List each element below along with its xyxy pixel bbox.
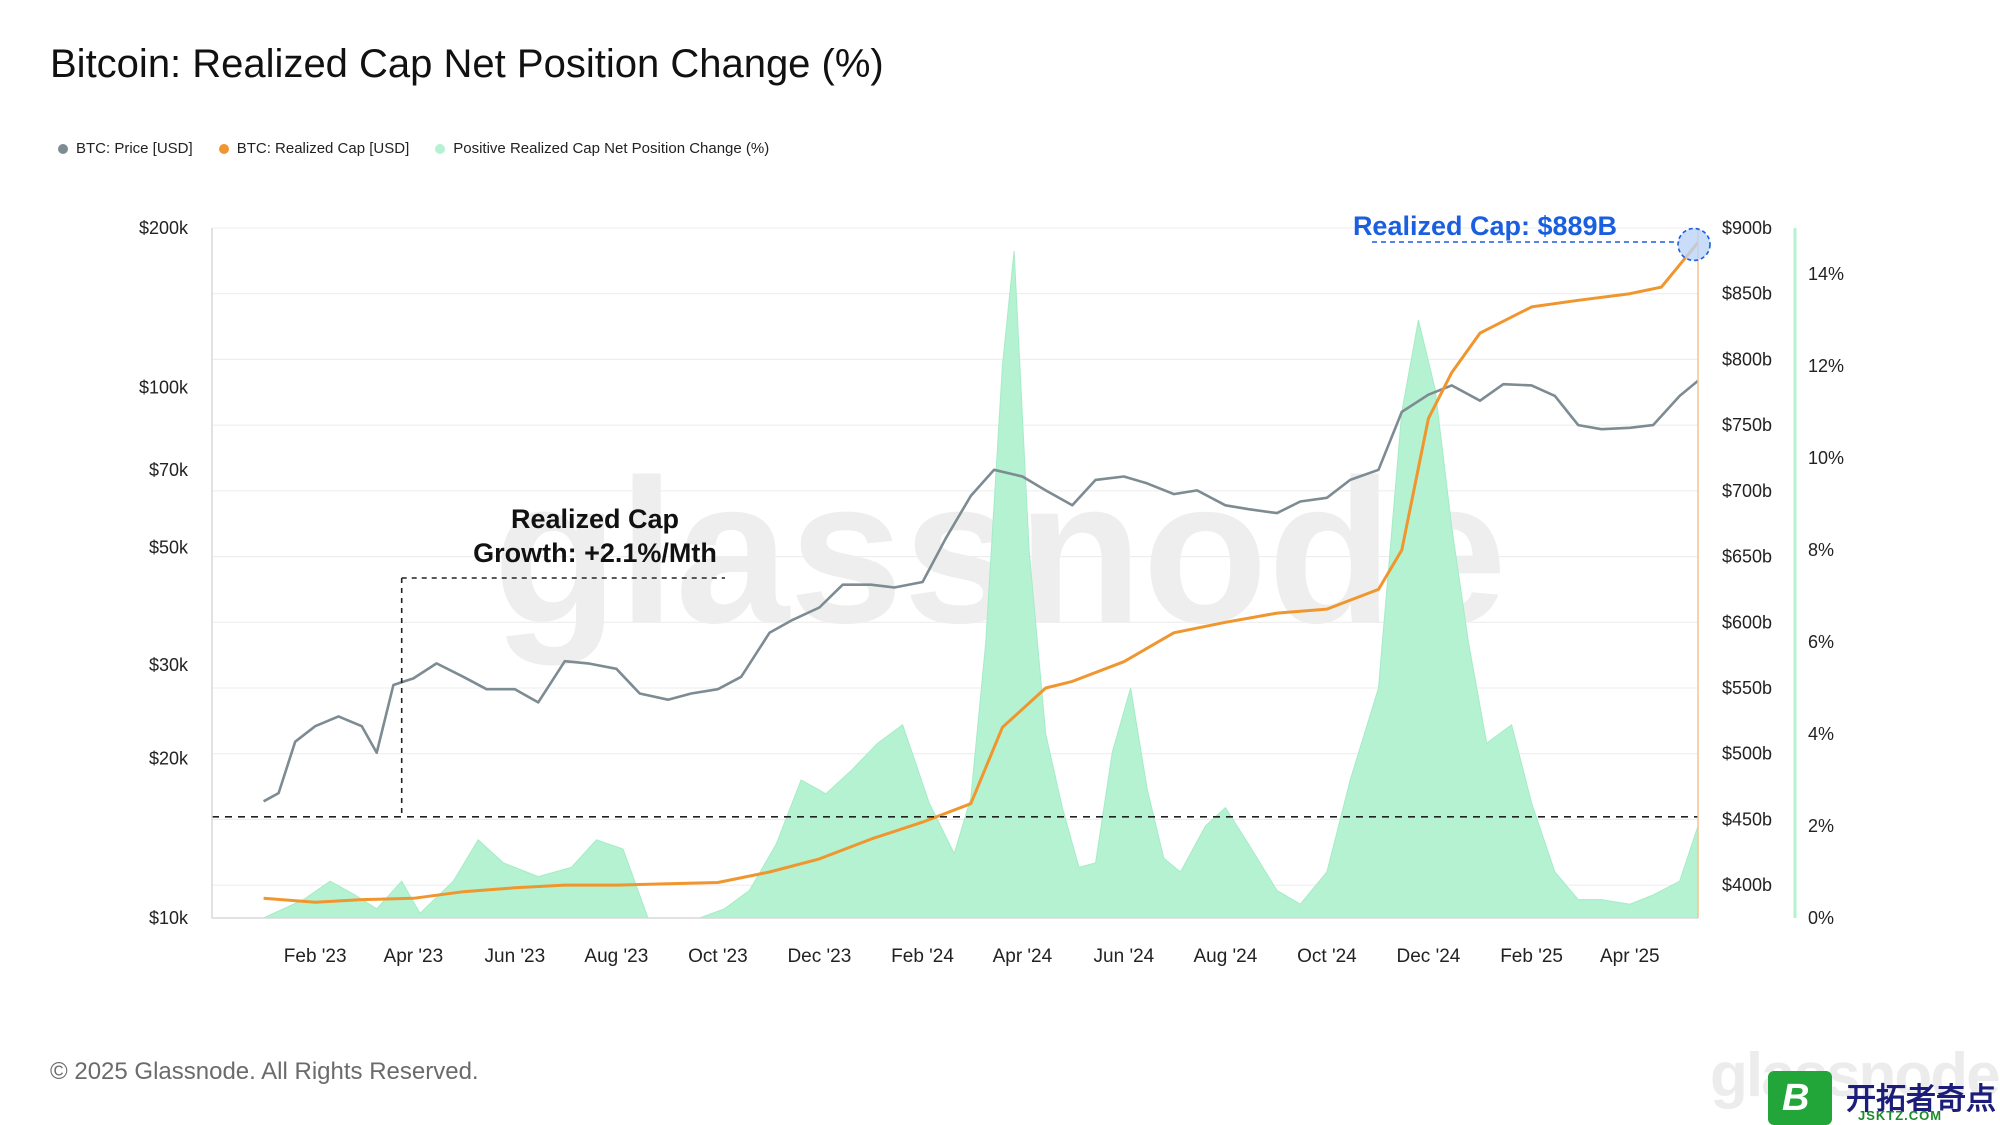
x-tick-label: Dec '23 bbox=[787, 946, 851, 967]
realized-cap-highlight-circle bbox=[1677, 227, 1711, 262]
left-tick-label: $30k bbox=[149, 655, 189, 675]
right-tick-label: $700b bbox=[1722, 481, 1772, 501]
site-logo: B bbox=[1768, 1071, 1832, 1125]
x-tick-label: Oct '23 bbox=[688, 946, 748, 967]
right-tick-label: $400b bbox=[1722, 875, 1772, 895]
pct-tick-label: 4% bbox=[1808, 724, 1834, 744]
pct-tick-label: 14% bbox=[1808, 264, 1844, 284]
x-tick-label: Oct '24 bbox=[1297, 946, 1357, 967]
x-tick-label: Jun '23 bbox=[485, 946, 546, 967]
left-tick-label: $50k bbox=[149, 537, 189, 557]
pct-tick-label: 12% bbox=[1808, 356, 1844, 376]
growth-annotation-line2: Growth: +2.1%/Mth bbox=[473, 538, 717, 568]
growth-annotation-line1: Realized Cap bbox=[511, 504, 679, 534]
left-tick-label: $20k bbox=[149, 748, 189, 768]
position-change-area bbox=[263, 250, 1699, 919]
pct-tick-label: 0% bbox=[1808, 908, 1834, 928]
right-tick-label: $500b bbox=[1722, 744, 1772, 764]
x-tick-label: Dec '24 bbox=[1397, 946, 1461, 967]
x-tick-label: Apr '25 bbox=[1600, 946, 1660, 967]
price-line bbox=[262, 379, 1699, 803]
right-tick-label: $600b bbox=[1722, 612, 1772, 632]
right-tick-label: $850b bbox=[1722, 284, 1772, 304]
legend: BTC: Price [USD] BTC: Realized Cap [USD]… bbox=[58, 140, 769, 157]
legend-item-position-change[interactable]: Positive Realized Cap Net Position Chang… bbox=[435, 140, 769, 157]
legend-item-realized-cap[interactable]: BTC: Realized Cap [USD] bbox=[218, 140, 410, 157]
copyright-footer: © 2025 Glassnode. All Rights Reserved. bbox=[50, 1058, 479, 1085]
right-tick-label: $900b bbox=[1722, 218, 1772, 238]
pct-tick-label: 8% bbox=[1808, 540, 1834, 560]
legend-item-price[interactable]: BTC: Price [USD] bbox=[58, 140, 193, 157]
x-tick-label: Jun '24 bbox=[1094, 946, 1155, 967]
x-tick-label: Feb '23 bbox=[284, 946, 347, 967]
legend-swatch-price bbox=[58, 143, 68, 154]
right-tick-label: $800b bbox=[1722, 349, 1772, 369]
left-tick-label: $10k bbox=[149, 908, 189, 928]
right-tick-label: $450b bbox=[1722, 809, 1772, 829]
realized-cap-callout: Realized Cap: $889B bbox=[1353, 211, 1617, 241]
x-tick-label: Feb '24 bbox=[891, 946, 954, 967]
right-tick-label: $550b bbox=[1722, 678, 1772, 698]
x-tick-label: Aug '23 bbox=[584, 946, 648, 967]
x-tick-label: Aug '24 bbox=[1193, 946, 1257, 967]
site-name: 开拓者奇点 bbox=[1846, 1083, 1996, 1116]
pct-tick-label: 10% bbox=[1808, 448, 1844, 468]
pct-tick-label: 2% bbox=[1808, 816, 1834, 836]
x-tick-label: Apr '24 bbox=[993, 946, 1053, 967]
legend-swatch-realized-cap bbox=[218, 143, 229, 154]
pct-tick-label: 6% bbox=[1808, 632, 1834, 652]
legend-label-position-change: Positive Realized Cap Net Position Chang… bbox=[453, 140, 770, 157]
site-url: JSKTZ.COM bbox=[1858, 1108, 1943, 1123]
legend-label-realized-cap: BTC: Realized Cap [USD] bbox=[236, 140, 410, 157]
watermark-logo: glassnode bbox=[1710, 1041, 2000, 1110]
x-tick-label: Apr '23 bbox=[384, 946, 444, 967]
legend-label-price: BTC: Price [USD] bbox=[76, 140, 193, 157]
realized-cap-line bbox=[263, 241, 1700, 904]
right-tick-label: $650b bbox=[1722, 547, 1772, 567]
x-tick-label: Feb '25 bbox=[1500, 946, 1563, 967]
left-tick-label: $70k bbox=[149, 460, 189, 480]
left-tick-label: $100k bbox=[139, 378, 189, 398]
right-tick-label: $750b bbox=[1722, 415, 1772, 435]
legend-swatch-position-change bbox=[435, 143, 446, 154]
site-logo-letter: B bbox=[1782, 1077, 1810, 1119]
chart-title: Bitcoin: Realized Cap Net Position Chang… bbox=[50, 42, 884, 86]
left-tick-label: $200k bbox=[139, 218, 189, 238]
